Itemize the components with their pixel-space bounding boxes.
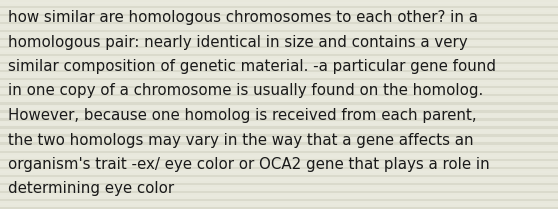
Bar xyxy=(0,66,558,68)
Text: similar composition of genetic material. -a particular gene found: similar composition of genetic material.… xyxy=(8,59,496,74)
Bar xyxy=(0,82,558,84)
Bar xyxy=(0,22,558,24)
Bar xyxy=(0,207,558,209)
Bar xyxy=(0,110,558,112)
Bar xyxy=(0,122,558,125)
Text: organism's trait -ex/ eye color or OCA2 gene that plays a role in: organism's trait -ex/ eye color or OCA2 … xyxy=(8,157,490,172)
Bar xyxy=(0,171,558,173)
Bar xyxy=(0,50,558,52)
Bar xyxy=(0,14,558,16)
Bar xyxy=(0,187,558,189)
Bar xyxy=(0,2,558,4)
Bar xyxy=(0,150,558,153)
Bar xyxy=(0,74,558,76)
Bar xyxy=(0,126,558,129)
Bar xyxy=(0,54,558,56)
Bar xyxy=(0,26,558,28)
Bar xyxy=(0,159,558,161)
Bar xyxy=(0,195,558,197)
Bar xyxy=(0,78,558,80)
Text: However, because one homolog is received from each parent,: However, because one homolog is received… xyxy=(8,108,477,123)
Bar xyxy=(0,130,558,133)
Bar xyxy=(0,42,558,44)
Bar xyxy=(0,90,558,92)
Bar xyxy=(0,147,558,149)
Bar xyxy=(0,118,558,121)
Bar xyxy=(0,98,558,101)
Text: in one copy of a chromosome is usually found on the homolog.: in one copy of a chromosome is usually f… xyxy=(8,84,483,98)
Bar xyxy=(0,143,558,145)
Bar xyxy=(0,34,558,36)
Bar xyxy=(0,179,558,181)
Bar xyxy=(0,58,558,60)
Bar xyxy=(0,6,558,8)
Bar xyxy=(0,199,558,201)
Bar xyxy=(0,163,558,165)
Bar xyxy=(0,114,558,117)
Text: determining eye color: determining eye color xyxy=(8,181,174,196)
Bar xyxy=(0,154,558,157)
Bar xyxy=(0,102,558,104)
Bar xyxy=(0,30,558,32)
Text: how similar are homologous chromosomes to each other? in a: how similar are homologous chromosomes t… xyxy=(8,10,478,25)
Bar xyxy=(0,18,558,20)
Bar xyxy=(0,62,558,64)
Bar xyxy=(0,86,558,88)
Bar xyxy=(0,10,558,12)
Bar xyxy=(0,183,558,185)
Bar xyxy=(0,94,558,97)
Bar xyxy=(0,203,558,205)
Text: homologous pair: nearly identical in size and contains a very: homologous pair: nearly identical in siz… xyxy=(8,34,468,50)
Bar xyxy=(0,46,558,48)
Bar xyxy=(0,167,558,169)
Bar xyxy=(0,175,558,177)
Bar xyxy=(0,138,558,141)
Bar xyxy=(0,70,558,72)
Text: the two homologs may vary in the way that a gene affects an: the two homologs may vary in the way tha… xyxy=(8,133,474,148)
Bar xyxy=(0,191,558,193)
Bar xyxy=(0,106,558,108)
Bar xyxy=(0,134,558,137)
Bar xyxy=(0,38,558,40)
